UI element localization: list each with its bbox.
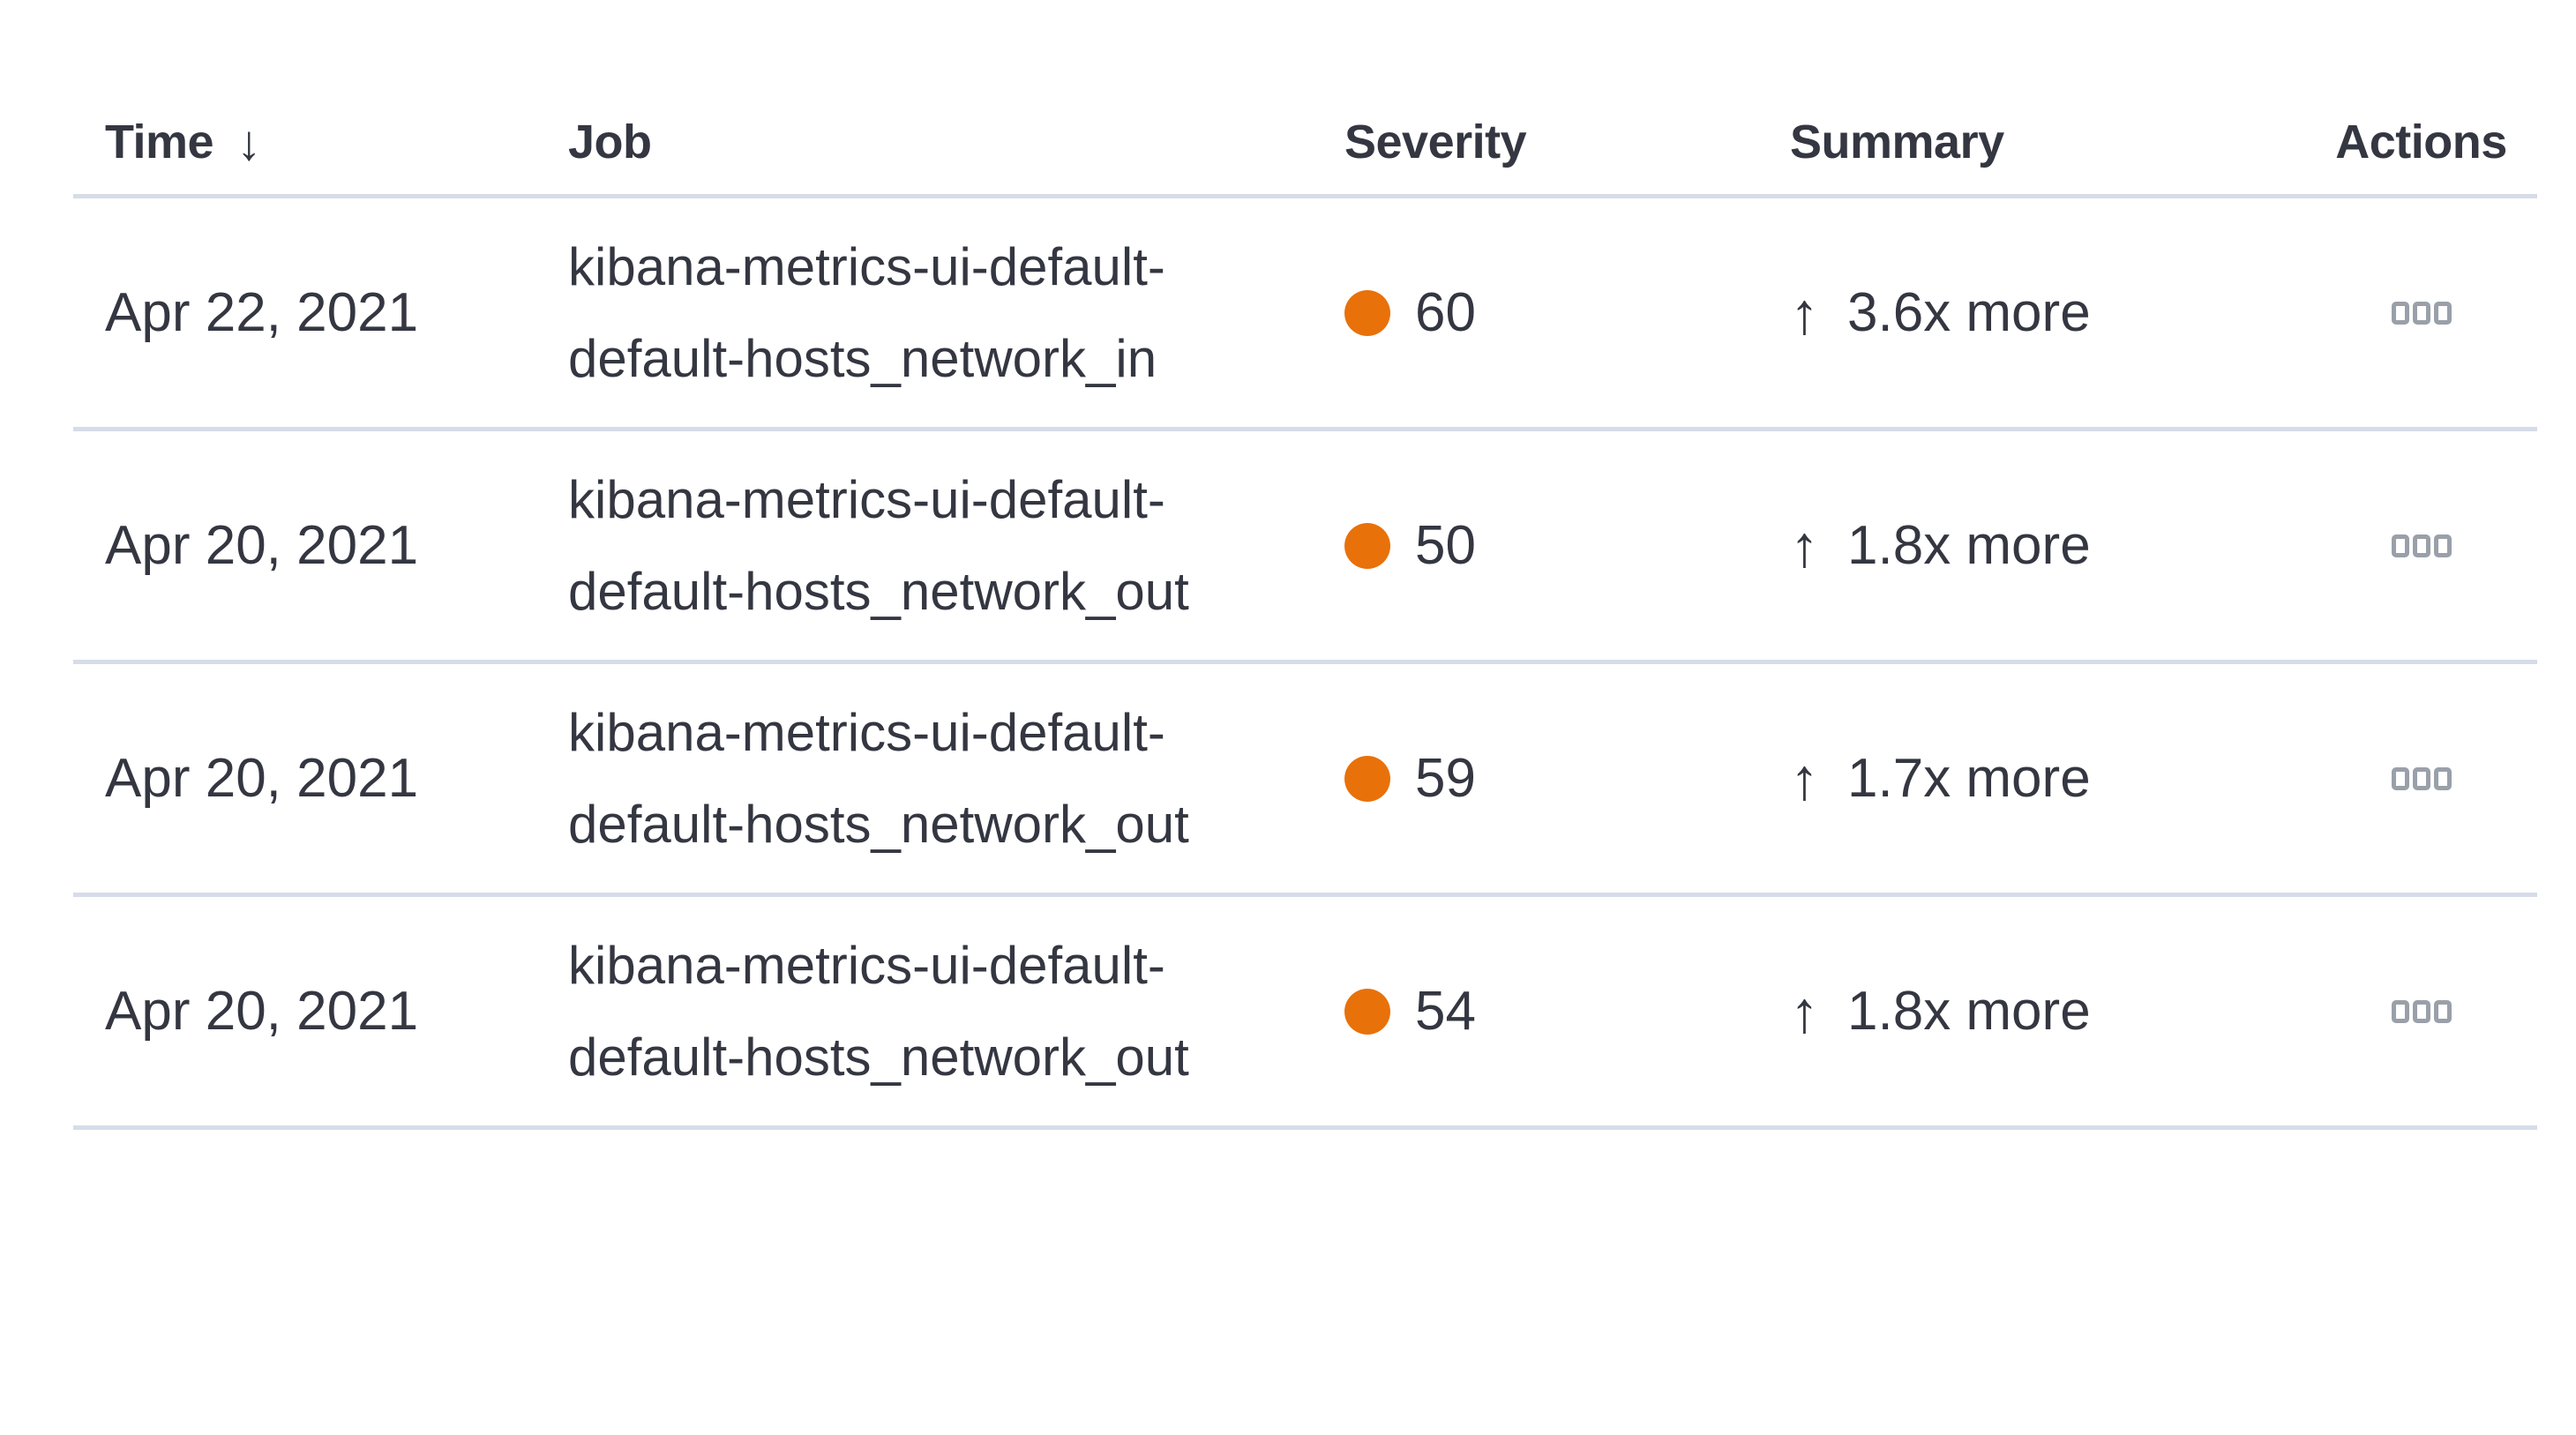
severity-dot-icon [1344,289,1390,336]
actions-cell [2305,198,2537,427]
job-cell: kibana-metrics-ui-default-default-hosts_… [536,431,1313,660]
table-row: Apr 20, 2021 kibana-metrics-ui-default-d… [73,897,2537,1130]
time-value: Apr 22, 2021 [105,282,419,343]
trend-up-icon: ↑ [1790,512,1819,579]
row-actions-button[interactable] [2381,291,2462,335]
column-header-severity-label: Severity [1344,116,1527,168]
job-name: kibana-metrics-ui-default-default-hosts_… [568,469,1189,621]
severity-value: 54 [1415,981,1476,1042]
row-actions-button[interactable] [2381,524,2462,568]
job-cell: kibana-metrics-ui-default-default-hosts_… [536,897,1313,1125]
severity-value: 50 [1415,515,1476,576]
trend-up-icon: ↑ [1790,978,1819,1044]
time-cell: Apr 22, 2021 [73,198,536,427]
job-cell: kibana-metrics-ui-default-default-hosts_… [536,664,1313,893]
boxes-horizontal-icon [2391,766,2452,790]
trend-up-icon: ↑ [1790,745,1819,811]
summary-value: 1.8x more [1847,515,2091,576]
time-value: Apr 20, 2021 [105,981,419,1042]
column-header-actions-label: Actions [2335,116,2507,168]
trend-up-icon: ↑ [1790,280,1819,346]
actions-cell [2305,664,2537,893]
table-row: Apr 20, 2021 kibana-metrics-ui-default-d… [73,431,2537,664]
column-header-time[interactable]: Time ↓ [73,0,536,194]
job-cell: kibana-metrics-ui-default-default-hosts_… [536,198,1313,427]
job-name: kibana-metrics-ui-default-default-hosts_… [568,702,1189,854]
severity-cell: 60 [1313,198,1758,427]
boxes-horizontal-icon [2391,999,2452,1023]
severity-value: 60 [1415,282,1476,343]
anomalies-table: Time ↓ Job Severity Summary Actions Apr … [73,0,2537,1130]
severity-value: 59 [1415,748,1476,809]
row-actions-button[interactable] [2381,990,2462,1034]
summary-cell: ↑ 1.8x more [1758,897,2305,1125]
summary-value: 3.6x more [1847,282,2091,343]
time-cell: Apr 20, 2021 [73,664,536,893]
table-body: Apr 22, 2021 kibana-metrics-ui-default-d… [73,198,2537,1130]
table-header-row: Time ↓ Job Severity Summary Actions [73,0,2537,198]
summary-cell: ↑ 1.7x more [1758,664,2305,893]
summary-value: 1.8x more [1847,981,2091,1042]
sort-desc-icon: ↓ [236,115,261,170]
column-header-time-label: Time [105,116,214,168]
summary-cell: ↑ 3.6x more [1758,198,2305,427]
column-header-summary: Summary [1758,0,2305,194]
severity-cell: 50 [1313,431,1758,660]
job-name: kibana-metrics-ui-default-default-hosts_… [568,236,1165,388]
time-value: Apr 20, 2021 [105,748,419,809]
table-row: Apr 20, 2021 kibana-metrics-ui-default-d… [73,664,2537,897]
column-header-actions: Actions [2305,0,2537,194]
summary-cell: ↑ 1.8x more [1758,431,2305,660]
time-cell: Apr 20, 2021 [73,431,536,660]
column-header-job: Job [536,0,1313,194]
column-header-job-label: Job [568,116,652,168]
boxes-horizontal-icon [2391,534,2452,557]
summary-value: 1.7x more [1847,748,2091,809]
actions-cell [2305,897,2537,1125]
severity-dot-icon [1344,988,1390,1035]
time-value: Apr 20, 2021 [105,515,419,576]
table-row: Apr 22, 2021 kibana-metrics-ui-default-d… [73,198,2537,431]
boxes-horizontal-icon [2391,301,2452,325]
severity-dot-icon [1344,755,1390,802]
time-cell: Apr 20, 2021 [73,897,536,1125]
severity-dot-icon [1344,522,1390,569]
severity-cell: 54 [1313,897,1758,1125]
job-name: kibana-metrics-ui-default-default-hosts_… [568,935,1189,1087]
column-header-severity: Severity [1313,0,1758,194]
severity-cell: 59 [1313,664,1758,893]
column-header-summary-label: Summary [1790,116,2004,168]
row-actions-button[interactable] [2381,757,2462,801]
actions-cell [2305,431,2537,660]
